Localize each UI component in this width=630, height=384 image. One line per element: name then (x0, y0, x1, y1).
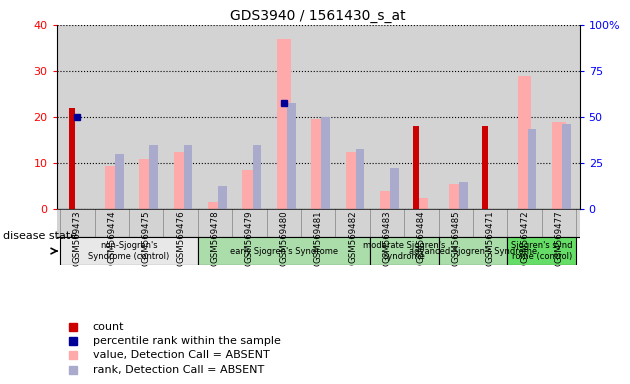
Text: disease state: disease state (3, 231, 77, 241)
Text: GSM569482: GSM569482 (348, 211, 357, 263)
Bar (356, 149, 364, 209)
Bar (57, 209, 580, 237)
Text: GSM569472: GSM569472 (520, 211, 529, 263)
Bar (115, 154, 123, 209)
Bar (243, 170, 256, 209)
Bar (321, 117, 330, 209)
Text: GSM569474: GSM569474 (107, 211, 117, 263)
Bar (277, 39, 290, 209)
Text: GSM569483: GSM569483 (382, 211, 391, 263)
Bar (311, 119, 325, 209)
Bar (287, 103, 295, 209)
Text: advanced Sjogren's Syndrome: advanced Sjogren's Syndrome (409, 247, 537, 255)
Text: rank, Detection Call = ABSENT: rank, Detection Call = ABSENT (93, 365, 264, 375)
Bar (380, 191, 394, 209)
Bar (413, 126, 420, 209)
Text: count: count (93, 322, 124, 332)
Bar (139, 159, 153, 209)
Bar (482, 126, 488, 209)
Bar (198, 237, 370, 265)
Bar (552, 122, 566, 209)
Title: GDS3940 / 1561430_s_at: GDS3940 / 1561430_s_at (231, 8, 406, 23)
Text: early Sjogren's Syndrome: early Sjogren's Syndrome (230, 247, 338, 255)
Bar (105, 166, 118, 209)
Bar (253, 145, 261, 209)
Bar (459, 182, 467, 209)
Text: non-Sjogren's
Syndrome (control): non-Sjogren's Syndrome (control) (88, 241, 169, 261)
Bar (149, 145, 158, 209)
Text: value, Detection Call = ABSENT: value, Detection Call = ABSENT (93, 350, 270, 360)
Text: GSM569481: GSM569481 (314, 211, 323, 263)
Bar (390, 168, 399, 209)
Text: moderate Sjogren's
Syndrome: moderate Sjogren's Syndrome (363, 241, 445, 261)
Bar (174, 152, 187, 209)
Bar (518, 76, 532, 209)
Text: GSM569471: GSM569471 (486, 211, 495, 263)
Bar (449, 184, 462, 209)
Bar (184, 145, 192, 209)
Text: GSM569480: GSM569480 (279, 211, 289, 263)
Bar (346, 152, 360, 209)
Text: GSM569476: GSM569476 (176, 211, 185, 263)
Bar (208, 202, 222, 209)
Text: percentile rank within the sample: percentile rank within the sample (93, 336, 280, 346)
Bar (507, 237, 576, 265)
Text: GSM569473: GSM569473 (73, 211, 82, 263)
Text: GSM569479: GSM569479 (245, 211, 254, 263)
Text: GSM569485: GSM569485 (451, 211, 461, 263)
Bar (218, 186, 227, 209)
Bar (528, 129, 536, 209)
Bar (562, 124, 571, 209)
Bar (370, 237, 438, 265)
Bar (60, 237, 198, 265)
Text: GSM569484: GSM569484 (417, 211, 426, 263)
Bar (438, 237, 507, 265)
Text: GSM569478: GSM569478 (210, 211, 219, 263)
Text: Sjogren's synd
rome (control): Sjogren's synd rome (control) (511, 241, 573, 261)
Text: GSM569475: GSM569475 (142, 211, 151, 263)
Text: GSM569477: GSM569477 (554, 211, 563, 263)
Bar (415, 198, 428, 209)
Bar (69, 108, 75, 209)
